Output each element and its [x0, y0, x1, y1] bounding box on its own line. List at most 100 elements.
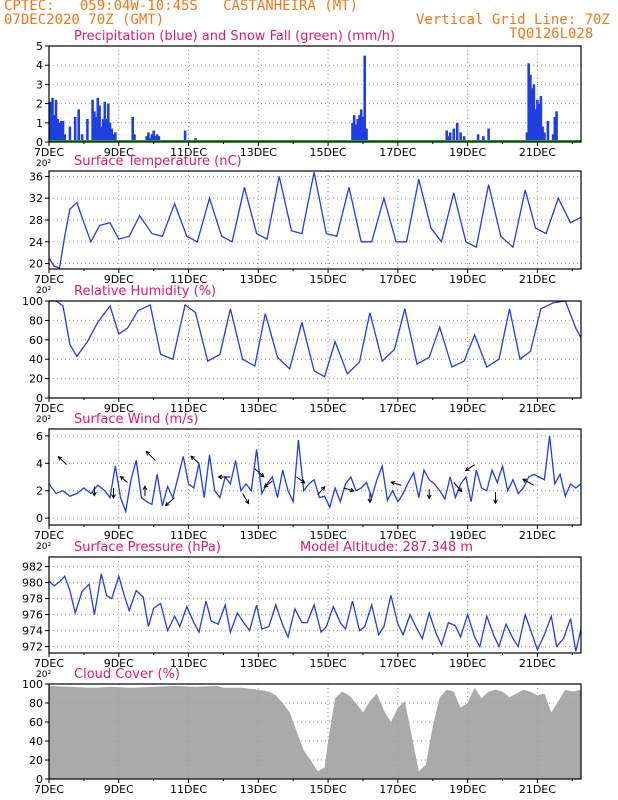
y-tick-label: 980: [22, 577, 43, 590]
x-tick-label: 7DEC: [34, 146, 64, 159]
precip-bar: [447, 136, 450, 142]
y-tick-label: 20: [29, 258, 43, 271]
wind-arrow: [465, 464, 475, 472]
wind-arrowhead: [111, 494, 116, 500]
x-tick-label: 17DEC: [379, 146, 416, 159]
y-tick-label: 36: [29, 170, 43, 183]
precip-bar: [54, 99, 58, 142]
x-tick-label: 21DEC: [519, 146, 556, 159]
precip-bar: [365, 128, 368, 142]
precip-bar: [131, 117, 134, 142]
x-tick-label: 9DEC: [104, 146, 134, 159]
precip-bar: [553, 117, 557, 142]
precip-bar: [351, 122, 354, 142]
wind-arrowhead: [190, 455, 196, 461]
y-tick-label: 0: [36, 773, 43, 786]
precip-bar: [51, 97, 54, 142]
precip-bar: [98, 105, 101, 142]
precip-bar: [52, 115, 56, 142]
precip-bar: [152, 130, 155, 142]
precip-bar: [58, 122, 61, 142]
wind-arrowhead: [164, 501, 170, 507]
precip-bar: [541, 126, 544, 142]
x-tick-label: 9DEC: [104, 529, 134, 542]
x-tick-label: 15DEC: [310, 657, 347, 670]
wind-arrowhead: [493, 499, 498, 505]
precip-bar: [530, 88, 534, 142]
wind-arrowhead: [91, 491, 97, 497]
wind-arrow: [242, 493, 250, 504]
precip-bar: [543, 132, 546, 142]
precip-bar: [63, 134, 66, 142]
y-tick-label: 20: [29, 754, 43, 767]
precip-bar: [525, 132, 529, 142]
wind-arrow: [343, 487, 354, 492]
precip-bar: [107, 103, 110, 142]
panel-title: Relative Humidity (%): [74, 284, 216, 299]
wind-arrowhead: [349, 487, 355, 493]
precip-bar: [94, 117, 98, 142]
y-tick-label: 4: [36, 59, 43, 72]
wind-arrow: [190, 455, 200, 464]
pres-line: [48, 573, 582, 652]
panel-title: Surface Wind (m/s): [74, 412, 198, 427]
precip-bar: [358, 115, 361, 142]
x-tick-label: 13DEC: [240, 783, 277, 796]
panel-precip: 0 1 2 3 4 5 7DEC 9DEC 11DEC 13DEC 15DEC 17DEC 19DEC 2…: [34, 29, 582, 169]
precip-bar: [56, 119, 59, 142]
precip-bar: [101, 119, 105, 142]
wind-arrow: [263, 480, 273, 488]
header-run-time: 07DEC2020 70Z (GMT): [4, 12, 165, 28]
header-grid-note: Vertical Grid Line: 70Z: [416, 12, 610, 28]
precip-bar: [361, 117, 365, 142]
y-tick-label: 4: [36, 457, 43, 470]
precip-bar: [154, 136, 157, 142]
precip-bar: [359, 109, 363, 142]
panel-pres: 972 974 976 978 980 982 7DEC 9DEC 11DEC 13DEC 15DE…: [22, 540, 582, 680]
y-tick-label: 2: [36, 485, 43, 498]
x-tick-label: 15DEC: [310, 146, 347, 159]
y-tick-label: 3: [36, 78, 43, 91]
precip-bar: [80, 134, 84, 142]
precip-bar: [455, 122, 459, 142]
wind-line: [48, 435, 582, 514]
x-year-stub: 20²: [36, 159, 51, 169]
precip-bar: [487, 128, 490, 142]
wind-arrowhead: [457, 487, 463, 493]
wind-arrowhead: [320, 486, 326, 491]
x-tick-label: 19DEC: [449, 273, 486, 286]
y-tick-label: 982: [22, 561, 43, 574]
wind-arrow: [296, 476, 305, 484]
precip-bar: [103, 101, 107, 142]
y-tick-label: 100: [22, 295, 43, 308]
x-tick-label: 17DEC: [379, 657, 416, 670]
precip-bar: [445, 130, 448, 142]
panel-frame: [48, 683, 582, 780]
precip-bar: [100, 126, 103, 142]
y-tick-label: 974: [22, 625, 43, 638]
precip-bar: [145, 136, 148, 142]
y-tick-label: 2: [36, 98, 43, 111]
precip-bar: [476, 134, 480, 142]
x-tick-label: 7DEC: [34, 402, 64, 415]
x-tick-label: 15DEC: [310, 402, 347, 415]
precip-bar: [105, 119, 108, 142]
x-tick-label: 9DEC: [104, 657, 134, 670]
x-tick-label: 19DEC: [449, 529, 486, 542]
precip-bar: [86, 119, 89, 142]
wind-arrowhead: [367, 498, 373, 504]
precip-bar: [157, 136, 161, 142]
y-tick-label: 1: [36, 117, 43, 130]
x-tick-label: 11DEC: [170, 146, 207, 159]
y-tick-label: 60: [29, 716, 43, 729]
x-tick-label: 9DEC: [104, 402, 134, 415]
x-year-stub: 20²: [36, 286, 51, 296]
temp-line: [48, 171, 582, 269]
panel-frame: [48, 556, 582, 654]
precip-bar: [356, 119, 359, 142]
panel-wind: 0 2 4 6 7DEC 9DEC 11DEC 13DEC 15DEC 17DEC 19DEC 21D…: [34, 412, 582, 552]
precip-bar: [536, 99, 539, 142]
y-tick-label: 60: [29, 334, 43, 347]
panel-title: Surface Temperature (nC): [74, 154, 242, 169]
